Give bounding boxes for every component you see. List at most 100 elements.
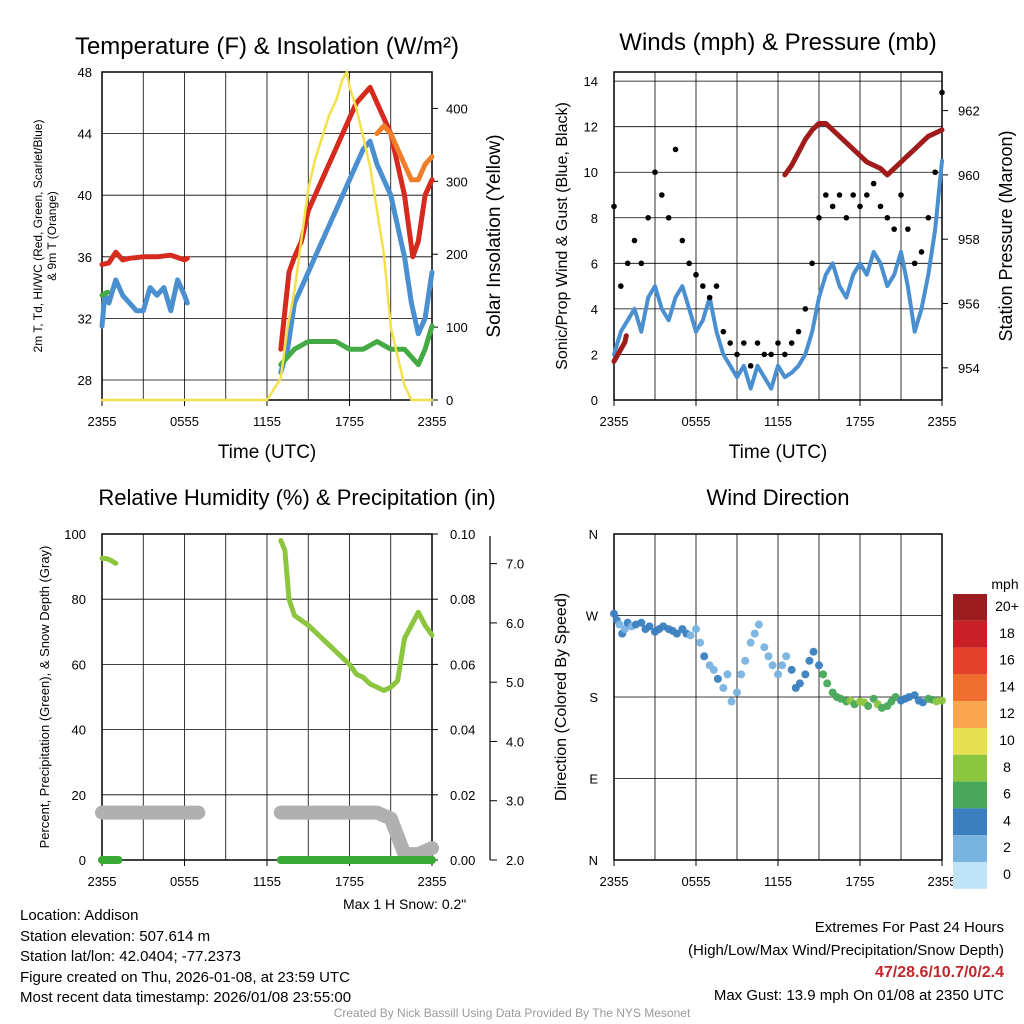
gust-point — [611, 203, 617, 210]
y-tick-label: 10 — [584, 165, 598, 180]
colorbar-swatch — [953, 594, 987, 621]
direction-point — [938, 696, 946, 705]
x-tick-label: 2355 — [88, 874, 117, 889]
direction-point — [719, 683, 728, 692]
direction-point — [754, 620, 763, 629]
y2-tick-label: 0.02 — [450, 788, 475, 803]
direction-point — [760, 643, 769, 652]
gust-point — [925, 214, 932, 221]
series-line-snow-depth — [273, 805, 439, 862]
direction-point — [696, 638, 705, 647]
series-line-station-pressure — [782, 121, 945, 178]
gust-point — [911, 260, 918, 267]
gust-point — [741, 340, 747, 346]
y2-tick-label: 300 — [446, 174, 468, 189]
series-line-station-pressure — [611, 333, 629, 364]
colorbar-label: 18 — [999, 625, 1015, 641]
gust-point — [645, 214, 651, 221]
y-tick-label: 60 — [72, 657, 86, 672]
x-tick-label: 1755 — [846, 874, 875, 889]
timestamp-line: Most recent data timestamp: 2026/01/08 2… — [20, 989, 352, 1006]
gust-point — [905, 226, 911, 232]
y-axis-title: Sonic/Prop Wind & Gust (Blue, Black) — [554, 102, 571, 370]
y3-tick-label: 4.0 — [506, 734, 524, 749]
max-snow-note: Max 1 H Snow: 0.2" — [343, 896, 467, 912]
y2-tick-label: 958 — [958, 232, 980, 247]
x-tick-label: 1755 — [846, 414, 875, 429]
x-tick-label: 1155 — [253, 414, 281, 429]
gust-point — [782, 351, 788, 358]
colorbar-label: 8 — [1003, 759, 1011, 775]
x-tick-label: 2355 — [928, 414, 957, 429]
series-line-td — [278, 323, 435, 368]
direction-point — [764, 652, 773, 661]
direction-point — [746, 638, 755, 647]
y-tick-label: 36 — [78, 250, 92, 265]
y-tick-label: 20 — [72, 788, 86, 803]
gust-point — [891, 226, 897, 232]
y2-tick-label: 0.00 — [450, 853, 475, 868]
colorbar-swatch — [953, 781, 987, 809]
gust-point — [706, 294, 713, 301]
y-tick-label: 14 — [584, 74, 598, 89]
chart-title: Winds (mph) & Pressure (mb) — [619, 29, 936, 56]
gust-point — [775, 340, 781, 346]
y-tick-label: 6 — [591, 256, 598, 271]
x-tick-label: 0555 — [682, 874, 711, 889]
x-tick-label: 2355 — [600, 874, 629, 889]
y-tick-label: 40 — [78, 188, 92, 203]
direction-point — [741, 656, 750, 665]
y-tick-label: 8 — [591, 211, 598, 226]
gust-point — [713, 283, 720, 289]
y-tick-label: 28 — [78, 373, 92, 388]
direction-point — [801, 670, 810, 679]
direction-point — [615, 620, 624, 629]
y-tick-label: 4 — [591, 302, 598, 317]
y-tick-label: 44 — [78, 127, 92, 142]
gust-point — [618, 283, 624, 289]
y-tick-label: 100 — [64, 527, 86, 542]
y2-tick-label: 960 — [958, 168, 980, 183]
extremes-title: Extremes For Past 24 Hours — [814, 919, 1004, 936]
colorbar-label: 16 — [999, 652, 1015, 668]
x-tick-label: 2355 — [928, 874, 957, 889]
colorbar-label: 10 — [999, 732, 1015, 748]
series-line-relative-humidity — [99, 556, 119, 566]
series-line-relative-humidity — [278, 538, 435, 693]
y-axis-title: & 9m T (Orange) — [45, 191, 59, 281]
direction-point — [819, 670, 828, 679]
latlon-line: Station lat/lon: 42.0404; -77.2373 — [20, 948, 242, 965]
elevation-line: Station elevation: 507.614 m — [20, 927, 211, 945]
direction-point — [692, 625, 700, 634]
y-tick-label: 0 — [79, 853, 86, 868]
gust-point — [843, 214, 850, 221]
gust-point — [679, 237, 686, 244]
direction-point — [864, 702, 873, 711]
gust-point — [734, 351, 740, 358]
gust-point — [816, 214, 822, 221]
y2-tick-label: 962 — [958, 104, 980, 119]
colorbar-label: 4 — [1003, 812, 1011, 828]
colorbar-swatch — [953, 647, 987, 675]
gust-point — [850, 192, 856, 198]
direction-point — [610, 609, 618, 618]
x-tick-label: 2355 — [418, 874, 447, 889]
y-tick-label: N — [589, 527, 598, 542]
y-tick-label: 0 — [591, 393, 598, 408]
direction-point — [910, 691, 919, 700]
y-tick-label: E — [589, 772, 598, 787]
gust-point — [686, 260, 692, 267]
gust-point — [652, 169, 658, 176]
x-tick-label: 0555 — [170, 414, 199, 429]
extremes-info: Extremes For Past 24 Hours (High/Low/Max… — [688, 917, 1004, 1007]
x-tick-label: 1155 — [764, 874, 792, 889]
gust-point — [857, 203, 863, 210]
y-tick-label: 12 — [584, 120, 598, 135]
y-tick-label: W — [586, 609, 599, 624]
direction-point — [645, 622, 654, 631]
gust-point — [788, 340, 795, 346]
gust-point — [761, 351, 768, 358]
y2-tick-label: 956 — [958, 297, 980, 312]
series-line-hi-wc — [278, 138, 435, 375]
